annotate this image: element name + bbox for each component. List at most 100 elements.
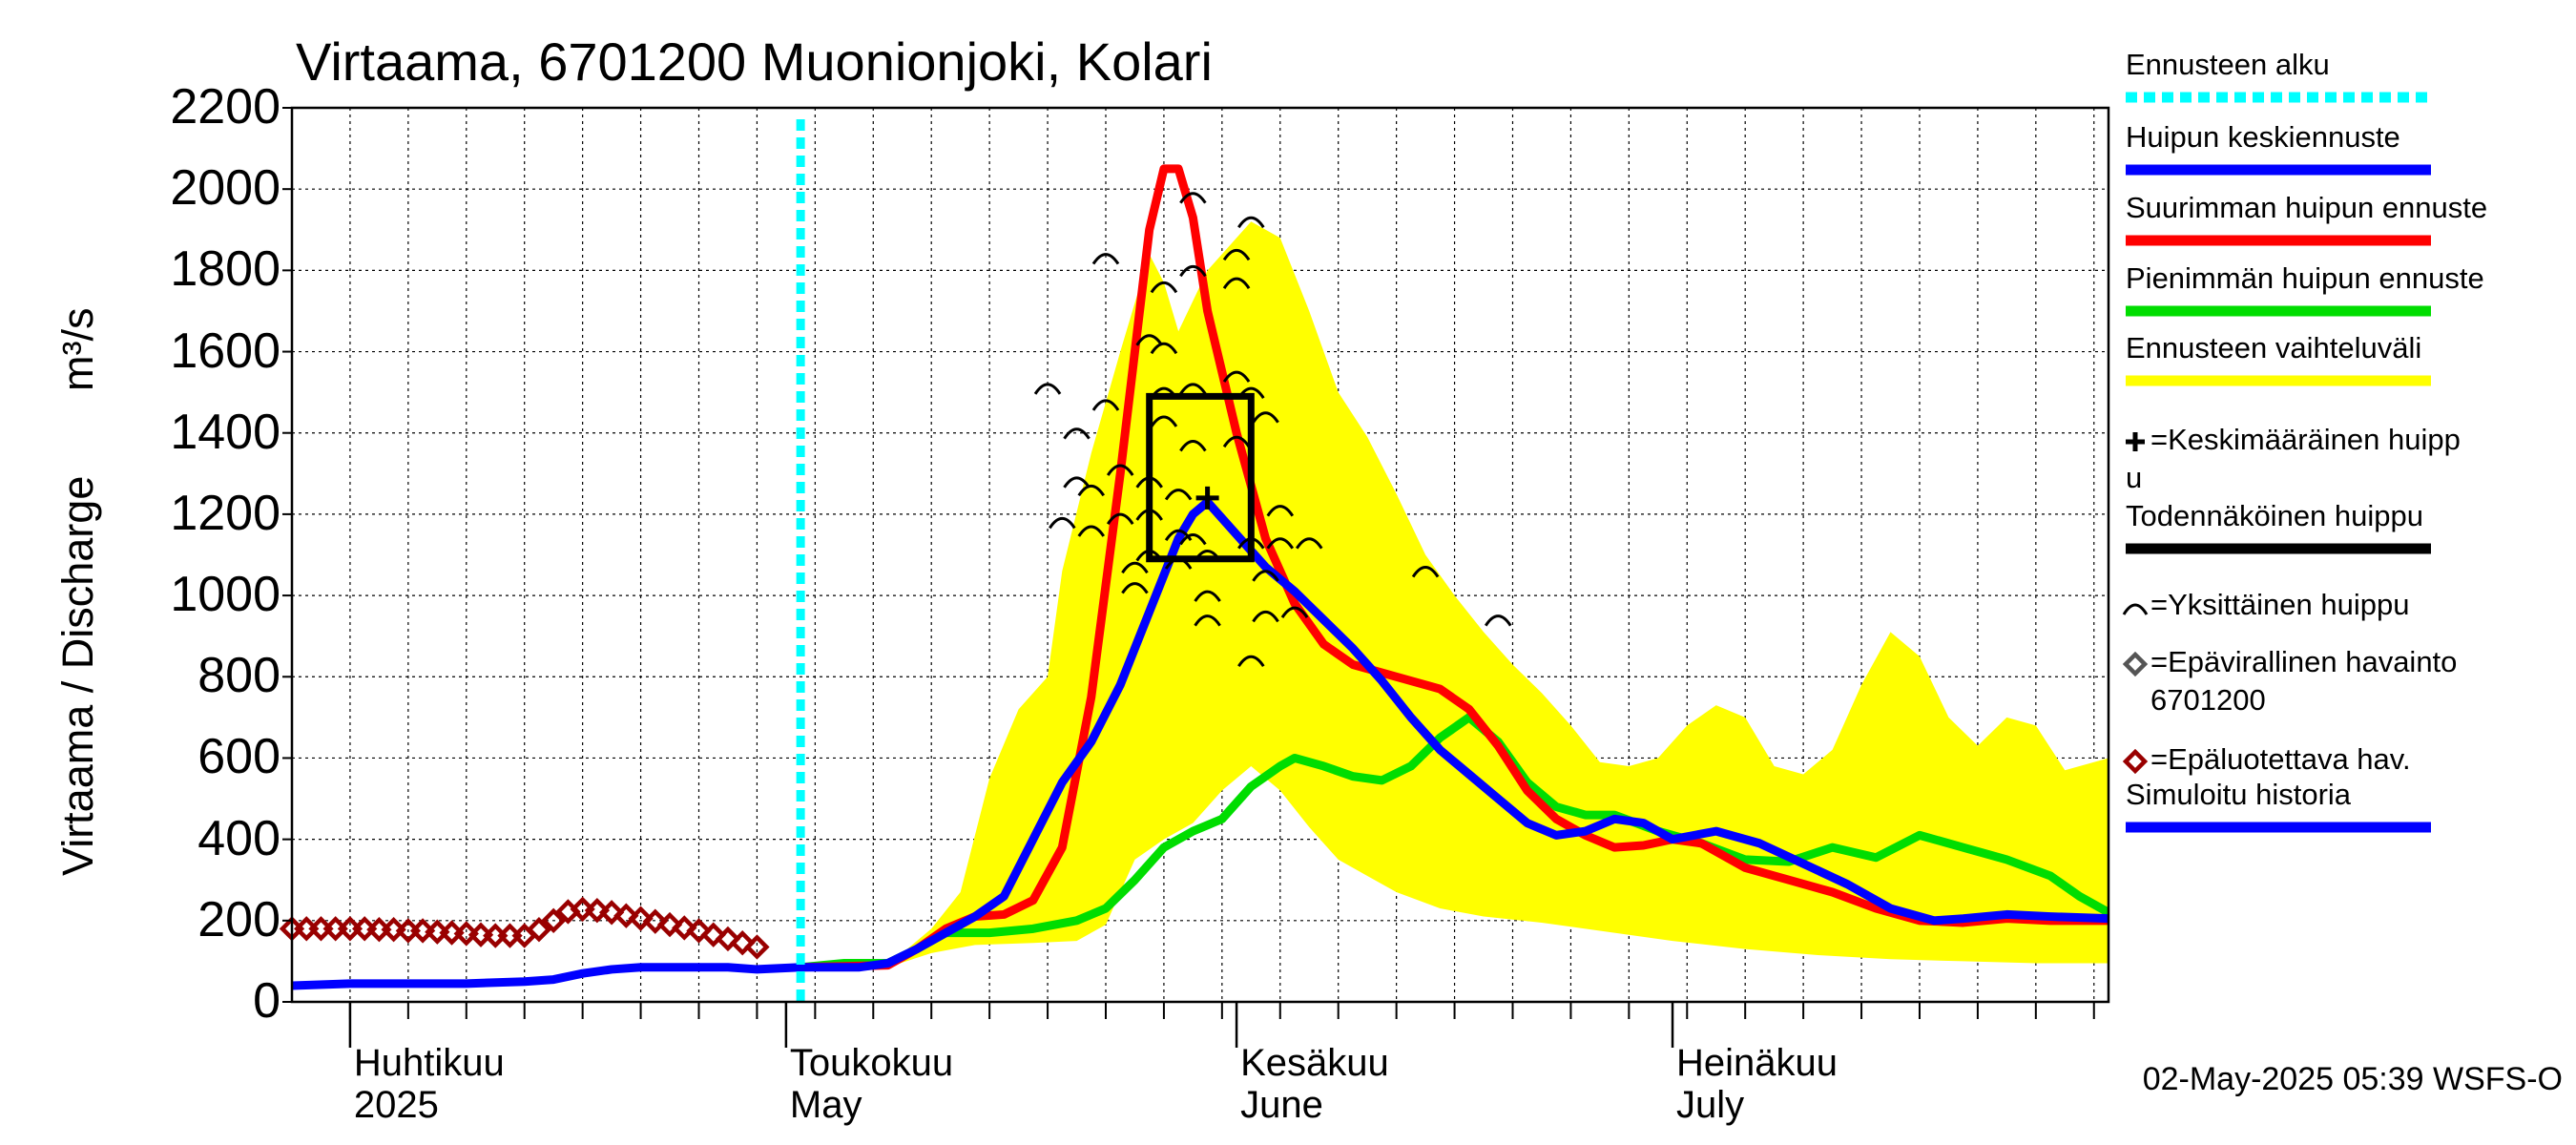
individual-peak-marker <box>1091 399 1120 411</box>
individual-peak-marker <box>1164 489 1193 501</box>
individual-peak-marker <box>1150 281 1178 294</box>
y-tick-label: 1200 <box>170 485 280 541</box>
y-tick-label: 1600 <box>170 323 280 379</box>
month-sub: July <box>1676 1084 1745 1126</box>
individual-peak-marker <box>1077 484 1106 497</box>
legend-label: Pienimmän huipun ennuste <box>2126 261 2484 295</box>
individual-peak-marker <box>1106 464 1134 476</box>
individual-peak-marker <box>1194 590 1221 602</box>
individual-peak-marker <box>1121 582 1149 594</box>
x-month-label: Toukokuu May <box>790 1042 953 1126</box>
legend-label: Todennäköinen huippu <box>2126 499 2423 532</box>
unreliable-observation <box>700 922 726 947</box>
legend-label: Huipun keskiennuste <box>2126 120 2400 154</box>
forecast-range-band <box>800 221 2109 968</box>
legend-label: Ennusteen vaihteluväli <box>2126 331 2422 364</box>
chart-title: Virtaama, 6701200 Muonionjoki, Kolari <box>296 31 1213 92</box>
x-month-label: Huhtikuu 2025 <box>354 1042 505 1126</box>
mean-peak-line <box>796 497 2109 972</box>
month-name: Kesäkuu <box>1240 1042 1389 1084</box>
unreliable-observation <box>598 900 625 926</box>
legend-label: =Epävirallinen havainto <box>2150 645 2458 678</box>
y-tick-label: 0 <box>253 973 280 1029</box>
month-sub: June <box>1240 1084 1323 1126</box>
legend-label: Suurimman huipun ennuste <box>2126 191 2488 224</box>
y-tick-label: 2200 <box>170 79 280 135</box>
legend-label: Simuloitu historia <box>2126 778 2352 811</box>
legend-label-continued: 6701200 <box>2150 683 2266 717</box>
probable-peak-box <box>1146 392 1255 563</box>
y-tick-label: 1800 <box>170 241 280 298</box>
month-sub: 2025 <box>353 1084 439 1126</box>
legend-label: =Yksittäinen huippu <box>2150 588 2410 621</box>
individual-peak-marker <box>1280 606 1309 618</box>
individual-peak-marker <box>1411 566 1440 578</box>
month-sub: May <box>789 1084 862 1126</box>
month-name: Huhtikuu <box>353 1042 505 1084</box>
legend-label-continued: u <box>2126 461 2143 494</box>
individual-peak-marker <box>1252 570 1279 582</box>
individual-peak-marker <box>1222 277 1251 289</box>
individual-peak-marker <box>1222 435 1251 448</box>
individual-peak-marker <box>1179 440 1207 452</box>
individual-peak-marker <box>1295 537 1323 550</box>
x-month-label: Heinäkuu July <box>1676 1042 1838 1126</box>
individual-peak-marker <box>1237 216 1265 229</box>
min-peak-line <box>796 713 2109 972</box>
y-tick-label: 1400 <box>170 404 280 460</box>
x-month-label: Kesäkuu June <box>1240 1042 1389 1126</box>
individual-peak-marker <box>1121 561 1149 574</box>
individual-peak-marker <box>1135 334 1163 346</box>
individual-peak-marker <box>1106 512 1134 526</box>
forecast-range-layer <box>800 221 2109 968</box>
unreliable-observation <box>642 908 668 934</box>
individual-peak-marker <box>1485 614 1512 627</box>
simulated-history-line <box>292 963 805 990</box>
y-tick-label: 400 <box>197 810 280 866</box>
y-tick-label: 800 <box>197 648 280 704</box>
legend-label: =Keskimääräinen huipp <box>2150 423 2461 456</box>
y-tick-label: 600 <box>197 729 280 785</box>
legend-layer <box>2122 92 2431 833</box>
frame-layer <box>282 106 2110 1048</box>
individual-peak-marker <box>1091 253 1120 265</box>
legend-label: Ennusteen alku <box>2126 48 2330 81</box>
individual-peak-marker <box>1179 264 1207 278</box>
marker-layer <box>279 119 1512 1002</box>
individual-peak-marker <box>1222 370 1251 383</box>
individual-peak-marker <box>1063 427 1091 440</box>
individual-peak-marker <box>1049 516 1076 530</box>
legend-swatch <box>2122 603 2149 615</box>
individual-peak-marker <box>1150 415 1178 427</box>
y-tick-label: 200 <box>197 891 280 947</box>
legend-swatch <box>2122 748 2149 775</box>
month-name: Toukokuu <box>789 1042 954 1084</box>
individual-peak-marker <box>1179 192 1207 204</box>
individual-peak-marker <box>1252 610 1279 623</box>
unreliable-observation <box>613 903 639 928</box>
individual-peak-marker <box>1179 383 1207 395</box>
unreliable-observation <box>540 907 567 934</box>
unreliable-observation <box>656 911 683 938</box>
individual-peak-marker <box>1266 505 1295 517</box>
individual-peak-marker <box>1252 411 1279 424</box>
mean-peak-marker <box>1195 486 1219 510</box>
legend-label: =Epäluotettava hav. <box>2150 742 2411 776</box>
unreliable-observation <box>628 906 654 931</box>
individual-peak-marker <box>1194 614 1221 627</box>
individual-peak-marker <box>1237 655 1265 668</box>
individual-peak-marker <box>1033 383 1062 395</box>
unreliable-observation <box>686 918 712 944</box>
unreliable-observation <box>715 926 741 952</box>
individual-peak-marker <box>1222 248 1251 261</box>
legend-swatch <box>2126 432 2145 451</box>
month-name: Heinäkuu <box>1676 1042 1839 1084</box>
individual-peak-marker <box>1179 532 1207 546</box>
individual-peak-marker <box>1077 525 1106 537</box>
individual-peak-marker <box>1266 537 1295 550</box>
series-layer <box>292 164 2109 990</box>
unreliable-observation <box>744 934 770 960</box>
unreliable-observation <box>584 897 611 924</box>
unreliable-observation <box>672 915 697 941</box>
